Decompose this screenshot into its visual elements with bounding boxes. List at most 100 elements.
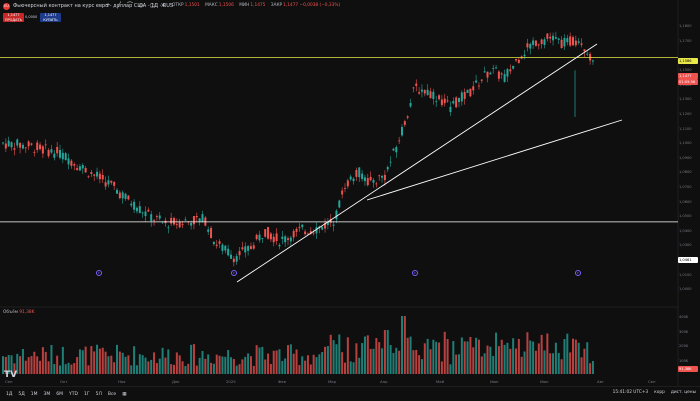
line-tool-icon[interactable]: ╱ <box>117 2 121 9</box>
candle-body <box>16 139 19 146</box>
volume-bar <box>30 356 33 374</box>
timeframe-1m[interactable]: 1М <box>30 391 38 397</box>
volume-bar <box>346 337 349 374</box>
clock[interactable]: 15:41:02 UTC+3 <box>612 390 649 395</box>
timeframe-ytd[interactable]: YTD <box>69 391 78 397</box>
time-axis-label: Апр <box>380 379 388 384</box>
volume-bar <box>195 365 198 374</box>
candle-body <box>201 214 204 222</box>
candle-body <box>124 193 127 199</box>
buy-button[interactable]: 1,1477 КУПИТЬ <box>40 13 61 22</box>
timeframe-5y[interactable]: 5Л <box>95 391 102 397</box>
candle-body <box>275 233 278 241</box>
volume-bar <box>90 346 93 374</box>
candle-body <box>33 151 36 153</box>
timeframe-3m[interactable]: 3М <box>43 391 51 397</box>
candle-body <box>381 175 384 178</box>
volume-bar <box>184 365 187 374</box>
sell-button[interactable]: 1,1477 ПРОДАТЬ <box>3 13 24 22</box>
brush-tool-icon[interactable]: ⌒ <box>126 2 133 9</box>
candle-body <box>215 244 218 246</box>
chart-title[interactable]: Фьючерсный контракт на курс евро - долла… <box>13 3 174 9</box>
volume-bar <box>232 358 235 374</box>
candle-body <box>130 203 133 206</box>
corr-toggle[interactable]: корр <box>654 390 665 395</box>
volume-bar <box>127 355 130 374</box>
timeframe-5d[interactable]: 5Д <box>18 391 25 397</box>
volume-bar <box>515 348 517 374</box>
volume-bar <box>503 344 506 374</box>
candle-body <box>64 153 67 161</box>
volume-legend[interactable]: Объём 91,38K <box>3 310 34 315</box>
candle-body <box>173 218 175 225</box>
calendar-icon[interactable]: ▦ <box>122 391 127 397</box>
volume-bar <box>583 348 586 374</box>
volume-bar <box>395 347 398 374</box>
volume-bar <box>10 355 13 374</box>
time-axis-label: Июл <box>540 379 549 384</box>
candle-body <box>486 71 489 78</box>
volume-bar <box>415 349 418 374</box>
volume-bar <box>153 352 156 374</box>
candle-body <box>315 227 318 234</box>
volume-bar <box>289 344 292 374</box>
volume-bar <box>586 342 589 374</box>
volume-bar <box>572 338 574 374</box>
candle-body <box>107 180 110 185</box>
volume-bar <box>509 348 512 374</box>
volume-bar <box>486 345 489 374</box>
candle-body <box>366 178 369 186</box>
candle-body <box>141 212 144 214</box>
volume-bar <box>554 342 557 374</box>
volume-bar <box>84 346 87 374</box>
shape-tool-icon[interactable]: ◇ <box>138 2 144 9</box>
timeframe-1d[interactable]: 1Д <box>6 391 13 397</box>
candle-body <box>332 224 335 226</box>
volume-bar <box>187 363 190 374</box>
candle-body <box>118 192 121 199</box>
sell-price: 1,1477 <box>7 13 20 17</box>
time-axis-label: Июн <box>490 379 499 384</box>
candle-body <box>591 60 594 62</box>
volume-bar <box>537 343 540 374</box>
ellipse-tool-icon[interactable]: ○ <box>149 2 155 9</box>
candle-body <box>195 216 198 218</box>
volume-bar <box>349 361 352 374</box>
volume-bar <box>463 341 466 374</box>
crosshair-tool-icon[interactable]: + <box>105 2 111 9</box>
volume-bar <box>366 335 369 374</box>
candle-body <box>497 71 500 79</box>
time-axis-label: Сен <box>648 379 656 384</box>
candle-body <box>358 167 361 178</box>
candle-body <box>73 164 76 166</box>
event-marker-icon[interactable]: E <box>96 270 102 276</box>
symbol-icon[interactable]: EU <box>3 2 10 10</box>
candle-body <box>292 230 295 238</box>
volume-legend-label: Объём <box>3 310 18 315</box>
volume-bar <box>418 355 421 374</box>
event-marker-icon[interactable]: E <box>412 270 418 276</box>
candle-body <box>150 214 153 222</box>
event-marker-icon[interactable]: E <box>575 270 581 276</box>
volume-bar <box>147 361 150 374</box>
volume-bar <box>458 354 460 374</box>
volume-bar <box>47 361 50 374</box>
scale-toggle[interactable]: дист. цены <box>670 390 696 395</box>
ohlc-readout: ОТКР1,1501 МАКС1,1506 МИН1,1475 ЗАКР1,14… <box>172 3 344 8</box>
close-icon[interactable]: × <box>160 2 166 9</box>
volume-bar <box>24 360 27 374</box>
candle-body <box>241 247 244 250</box>
volume-bar <box>96 344 99 374</box>
volume-bar <box>204 358 207 374</box>
event-marker-icon[interactable]: E <box>231 270 237 276</box>
volume-bar <box>241 359 244 374</box>
timeframe-all[interactable]: Все <box>107 391 117 397</box>
volume-bar <box>460 337 463 374</box>
candle-body <box>258 234 261 241</box>
volume-bar <box>113 362 116 374</box>
volume-bar <box>67 362 70 374</box>
timeframe-1y[interactable]: 1Г <box>84 391 90 397</box>
candle-body <box>301 224 304 228</box>
timeframe-6m[interactable]: 6М <box>56 391 64 397</box>
